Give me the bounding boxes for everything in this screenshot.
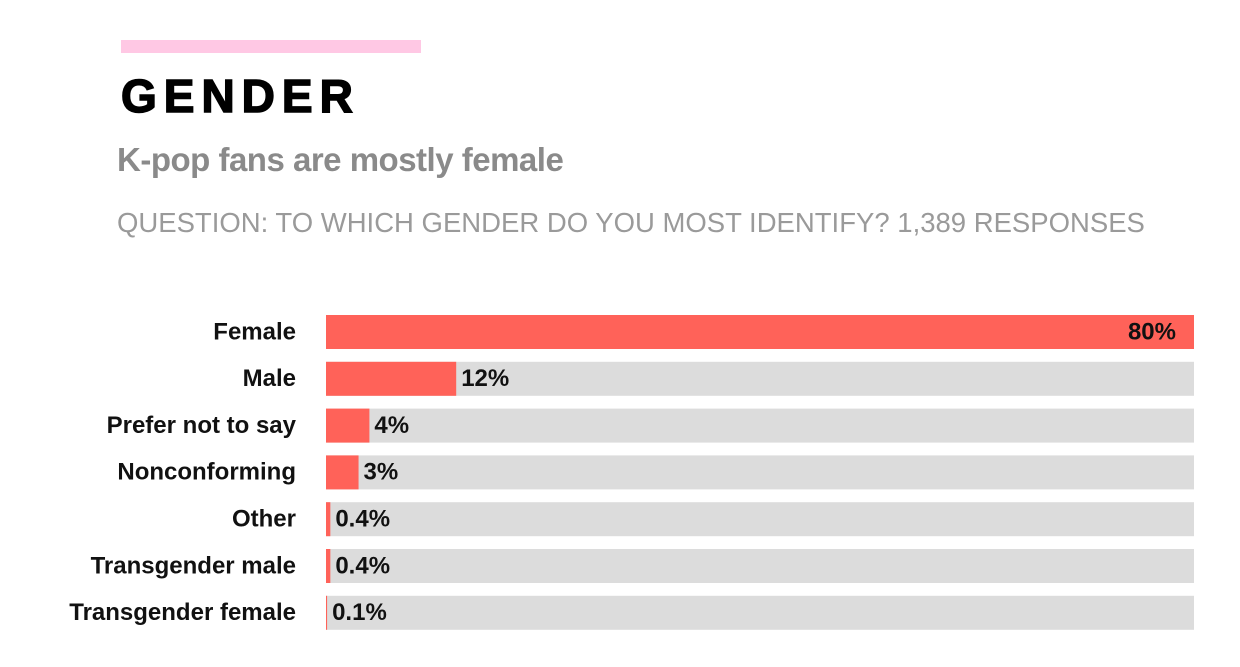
bar xyxy=(326,549,331,583)
value-label: 12% xyxy=(461,365,509,392)
bar-track xyxy=(326,595,1194,630)
value-label: 4% xyxy=(374,412,409,439)
value-label: 3% xyxy=(364,459,399,486)
chart-subtitle: K-pop fans are mostly female xyxy=(117,141,563,178)
category-label: Nonconforming xyxy=(117,459,296,486)
category-label: Female xyxy=(213,318,296,345)
category-label: Transgender female xyxy=(69,599,296,626)
chart-title: GENDER xyxy=(121,70,360,122)
value-label: 0.4% xyxy=(335,506,390,533)
category-label: Transgender male xyxy=(91,552,296,579)
bar xyxy=(326,408,370,443)
bar xyxy=(326,361,457,396)
bar-track xyxy=(326,549,1194,583)
category-label: Male xyxy=(243,365,296,392)
bar xyxy=(326,315,1194,349)
bar-track xyxy=(326,408,1194,443)
category-label: Prefer not to say xyxy=(107,412,297,439)
category-label: Other xyxy=(232,506,296,533)
value-label: 0.1% xyxy=(332,599,387,626)
value-label: 0.4% xyxy=(335,552,390,579)
chart-note: QUESTION: TO WHICH GENDER DO YOU MOST ID… xyxy=(117,207,1145,238)
bar-track xyxy=(326,502,1194,537)
bar-track xyxy=(326,361,1194,396)
accent-bar xyxy=(121,40,421,53)
bar-track xyxy=(326,455,1194,490)
bar xyxy=(326,502,331,537)
bar xyxy=(326,595,328,630)
bar xyxy=(326,455,359,490)
value-label: 80% xyxy=(1128,318,1176,345)
